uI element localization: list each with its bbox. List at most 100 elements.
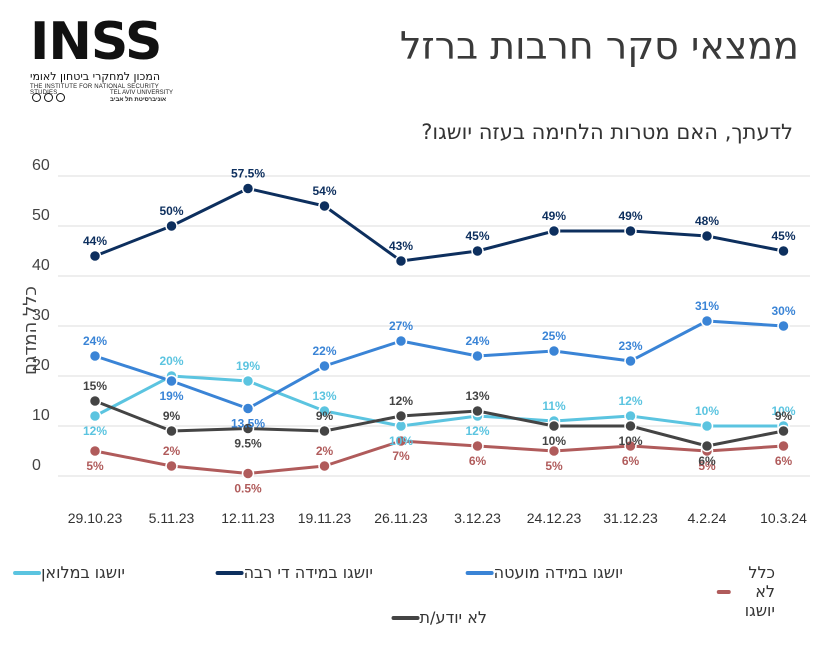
legend-swatch: [465, 570, 494, 575]
data-point: [241, 422, 255, 435]
legend-item: יושגו במלואן: [5, 563, 125, 582]
x-tick-label: 10.3.24: [760, 510, 807, 526]
university-emblem-icon: [32, 89, 68, 107]
data-point: [88, 349, 102, 363]
data-label: 0.5%: [234, 482, 262, 496]
data-point: [624, 419, 637, 433]
data-label: 31%: [695, 299, 719, 313]
data-label: 25%: [542, 329, 566, 343]
data-point: [241, 374, 255, 388]
data-label: 9%: [316, 409, 334, 423]
x-tick-labels: 29.10.23 5.11.23 12.11.23 19.11.23 26.11.23 3…: [68, 510, 807, 526]
x-tick-label: 12.11.23: [221, 510, 275, 526]
data-point: [777, 424, 790, 438]
data-point: [165, 459, 178, 473]
series-line: [94, 187, 784, 263]
data-label: 2%: [316, 444, 334, 458]
data-label: 10%: [542, 434, 566, 448]
data-label: 48%: [695, 214, 719, 228]
logo-university-en: TEL AVIV UNIVERSITY: [110, 90, 174, 96]
data-point: [547, 224, 561, 238]
data-point: [471, 439, 484, 453]
data-label: 49%: [542, 209, 566, 223]
data-point: [471, 244, 484, 258]
logo-university: TEL AVIV UNIVERSITY אוניברסיטת תל אביב: [110, 90, 173, 104]
data-label: 19%: [159, 389, 183, 403]
y-tick-labels: 0 10 20 30 40 50 60: [32, 157, 50, 474]
data-point: [88, 409, 102, 423]
x-tick-label: 4.2.24: [688, 510, 727, 526]
legend-label: כלל לא יושגו: [744, 563, 775, 620]
legend-label: יושגו במידה מועטה: [493, 563, 623, 582]
series-line: [94, 374, 784, 428]
data-point: [777, 244, 790, 258]
x-tick-label: 26.11.23: [374, 510, 428, 526]
data-labels: 12% 20% 19% 13% 10% 12% 11% 12% 10% 10% 44% 50% 57.5…: [83, 167, 796, 496]
inss-logo: INSS המכון למחקרי ביטחון לאומי THE INSTI…: [30, 16, 180, 106]
data-point: [394, 334, 408, 348]
data-point: [165, 219, 178, 233]
data-label: 22%: [312, 344, 336, 358]
data-point: [777, 439, 790, 453]
data-label: 7%: [392, 449, 410, 463]
data-label: 24%: [465, 334, 489, 348]
data-point: [471, 349, 484, 363]
data-label: 20%: [159, 354, 183, 368]
data-label: 13%: [312, 389, 336, 403]
legend-label: יושגו במלואן: [41, 563, 125, 582]
logo-english: THE INSTITUTE FOR NATIONAL SECURITY STUD…: [30, 84, 159, 96]
data-label: 15%: [83, 379, 107, 393]
legend-item: יושגו במידה די רבה: [208, 563, 373, 582]
data-point: [624, 354, 637, 368]
data-label: 6%: [622, 454, 640, 468]
data-point: [318, 404, 331, 418]
data-point: [394, 409, 408, 423]
data-label: 6%: [469, 454, 487, 468]
y-tick-label: 50: [32, 207, 50, 224]
data-label: 27%: [389, 319, 413, 333]
data-label: 11%: [542, 399, 566, 413]
data-label: 13.5%: [231, 417, 265, 431]
data-label: 5%: [86, 459, 104, 473]
data-label: 12%: [83, 424, 107, 438]
legend-item: לא יודע/ת: [384, 608, 487, 627]
series-points: [88, 182, 790, 480]
data-point: [88, 249, 102, 263]
data-point: [700, 419, 714, 433]
data-point: [394, 434, 408, 448]
y-tick-label: 60: [32, 157, 50, 174]
x-tick-label: 19.11.23: [298, 510, 352, 526]
data-label: 49%: [618, 209, 642, 223]
data-point: [241, 182, 255, 195]
data-label: 23%: [618, 339, 642, 353]
logo-hebrew: המכון למחקרי ביטחון לאומי: [30, 70, 161, 83]
x-tick-label: 31.12.23: [603, 510, 658, 526]
data-point: [547, 444, 561, 458]
data-point: [88, 394, 102, 408]
data-point: [624, 224, 637, 238]
page-title: ממצאי סקר חרבות ברזל: [399, 24, 799, 68]
legend-item: יושגו במידה מועטה: [458, 563, 623, 582]
series-line: [94, 439, 784, 475]
logo-text: INSS: [30, 12, 162, 72]
data-point: [700, 229, 714, 243]
data-point: [700, 314, 714, 328]
data-point: [165, 424, 178, 438]
data-label: 5%: [545, 459, 563, 473]
legend-swatch: [716, 589, 731, 594]
data-point: [471, 404, 484, 418]
data-label: 30%: [771, 304, 795, 318]
legend-swatch: [215, 570, 244, 575]
data-label: 43%: [389, 239, 413, 253]
data-point: [777, 319, 790, 333]
data-label: 12%: [389, 394, 413, 408]
y-tick-label: 0: [32, 457, 41, 474]
data-point: [165, 374, 178, 388]
data-label: 13%: [465, 389, 489, 403]
chart-title: לדעתך, האם מטרות הלחימה בעזה יושגו?: [421, 120, 793, 144]
data-point: [241, 402, 255, 415]
data-point: [700, 439, 714, 453]
y-tick-label: 20: [32, 357, 50, 374]
legend-item: כלל לא יושגו: [709, 563, 775, 620]
